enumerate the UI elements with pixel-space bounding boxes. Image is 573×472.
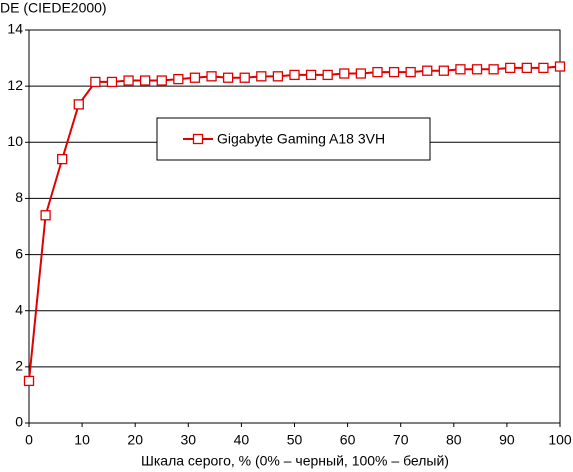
y-tick-label: 14	[7, 21, 23, 37]
x-tick-label: 70	[393, 432, 409, 448]
point-marker	[57, 153, 68, 165]
x-tick-label: 90	[499, 432, 515, 448]
y-tick-label: 8	[15, 189, 23, 205]
point-marker	[488, 64, 499, 75]
x-axis-label: Шкала серого, % (0% – черный, 100% – бел…	[141, 453, 449, 469]
point-marker	[305, 69, 317, 81]
point-marker	[438, 65, 449, 76]
point-marker	[206, 71, 217, 82]
point-marker	[505, 62, 516, 74]
y-tick-label: 6	[15, 245, 23, 261]
point-marker	[90, 76, 101, 88]
x-tick-label: 0	[25, 432, 33, 448]
y-tick-label: 4	[15, 301, 23, 317]
point-marker	[455, 64, 466, 75]
x-tick-label: 50	[287, 432, 303, 448]
point-marker	[554, 61, 566, 72]
point-marker	[73, 99, 84, 110]
x-tick-label: 10	[74, 432, 90, 448]
point-marker	[239, 72, 250, 83]
point-marker	[355, 68, 367, 79]
y-axis-label: DE (CIEDE2000)	[0, 0, 107, 16]
series-line	[28, 65, 561, 381]
point-marker	[289, 69, 300, 81]
plot-frame	[28, 29, 561, 424]
point-marker	[521, 62, 532, 74]
point-marker	[422, 65, 433, 76]
y-tick-label: 2	[15, 358, 23, 374]
legend-marker	[192, 133, 204, 145]
point-marker	[322, 69, 333, 81]
point-marker	[123, 75, 134, 86]
point-marker	[372, 66, 383, 78]
y-tick-label: 12	[7, 77, 23, 93]
x-tick-label: 80	[446, 432, 462, 448]
point-marker	[222, 72, 234, 83]
point-marker	[538, 62, 549, 74]
x-tick-label: 20	[127, 432, 143, 448]
y-tick-label: 0	[15, 414, 23, 430]
point-marker	[106, 76, 118, 88]
point-marker	[388, 66, 400, 78]
y-tick-label: 10	[7, 133, 23, 149]
x-tick-label: 40	[234, 432, 250, 448]
point-marker	[140, 75, 151, 86]
point-marker	[23, 375, 35, 387]
point-marker	[405, 66, 416, 78]
point-marker	[40, 210, 51, 221]
x-tick-label: 100	[548, 432, 572, 448]
x-tick-label: 60	[340, 432, 356, 448]
point-marker	[189, 72, 201, 83]
point-marker	[256, 71, 267, 82]
point-marker	[471, 64, 483, 75]
point-marker	[339, 68, 350, 79]
point-marker	[156, 75, 167, 86]
x-tick-label: 30	[181, 432, 197, 448]
point-marker	[173, 73, 184, 85]
legend-label: Gigabyte Gaming A18 3VH	[217, 131, 385, 147]
point-marker	[272, 71, 284, 82]
